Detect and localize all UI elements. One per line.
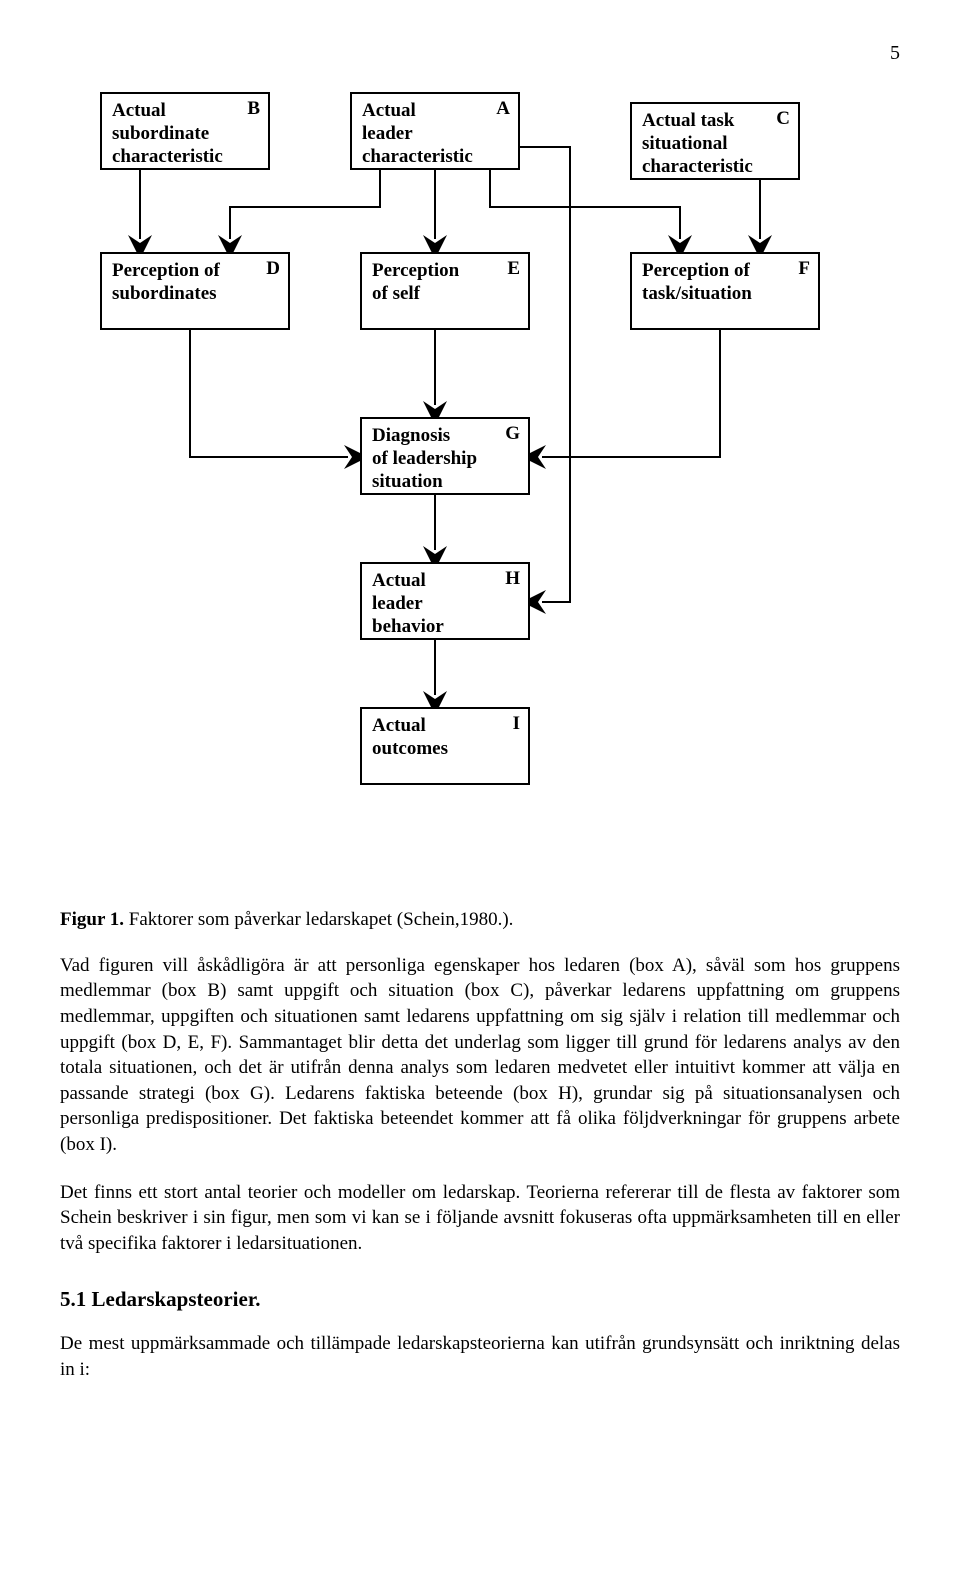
section-heading: 5.1 Ledarskapsteorier. — [60, 1285, 900, 1313]
node-text-line: outcomes — [372, 738, 518, 761]
node-text-line: Diagnosis — [372, 425, 518, 448]
node-letter: C — [776, 108, 790, 131]
node-text-line: situational — [642, 133, 788, 156]
node-letter: D — [266, 258, 280, 281]
figure-caption-text: Faktorer som påverkar ledarskapet (Schei… — [129, 909, 514, 930]
node-text-line: characteristic — [642, 156, 788, 179]
flowchart-node-h: HActualleaderbehavior — [360, 562, 530, 640]
figure-caption-label: Figur 1. — [60, 909, 124, 930]
node-text-line: Actual — [372, 570, 518, 593]
flowchart-node-e: EPerceptionof self — [360, 252, 530, 330]
node-text-line: Actual — [112, 100, 258, 123]
node-letter: G — [505, 423, 520, 446]
node-letter: B — [247, 98, 260, 121]
flowchart-diagram: AActualleadercharacteristic BActualsubor… — [60, 87, 900, 877]
node-text-line: Perception of — [642, 260, 808, 283]
node-text-line: Perception — [372, 260, 518, 283]
node-text-line: subordinates — [112, 283, 278, 306]
body-paragraph-1: Vad figuren vill åskådligöra är att pers… — [60, 953, 900, 1158]
flowchart-node-g: GDiagnosisof leadershipsituation — [360, 417, 530, 495]
node-text-line: Actual task — [642, 110, 788, 133]
node-text-line: Actual — [362, 100, 508, 123]
flowchart-node-a: AActualleadercharacteristic — [350, 92, 520, 170]
node-text-line: characteristic — [112, 146, 258, 169]
flowchart-node-b: BActualsubordinatecharacteristic — [100, 92, 270, 170]
figure-caption: Figur 1. Faktorer som påverkar ledarskap… — [60, 907, 900, 933]
flowchart-node-f: FPerception oftask/situation — [630, 252, 820, 330]
node-text-line: situation — [372, 471, 518, 494]
flowchart-node-i: IActualoutcomes — [360, 707, 530, 785]
flowchart-node-d: DPerception ofsubordinates — [100, 252, 290, 330]
node-text-line: of self — [372, 283, 518, 306]
page-number: 5 — [60, 40, 900, 67]
node-text-line: characteristic — [362, 146, 508, 169]
flowchart-node-c: CActual tasksituationalcharacteristic — [630, 102, 800, 180]
node-text-line: Perception of — [112, 260, 278, 283]
node-text-line: of leadership — [372, 448, 518, 471]
body-paragraph-3: De mest uppmärksammade och tillämpade le… — [60, 1331, 900, 1382]
node-text-line: leader — [372, 593, 518, 616]
node-text-line: leader — [362, 123, 508, 146]
node-letter: H — [505, 568, 520, 591]
node-letter: F — [798, 258, 810, 281]
body-paragraph-2: Det finns ett stort antal teorier och mo… — [60, 1180, 900, 1257]
node-letter: E — [507, 258, 520, 281]
node-letter: I — [513, 713, 520, 736]
node-text-line: task/situation — [642, 283, 808, 306]
node-letter: A — [496, 98, 510, 121]
node-text-line: subordinate — [112, 123, 258, 146]
node-text-line: behavior — [372, 616, 518, 639]
node-text-line: Actual — [372, 715, 518, 738]
